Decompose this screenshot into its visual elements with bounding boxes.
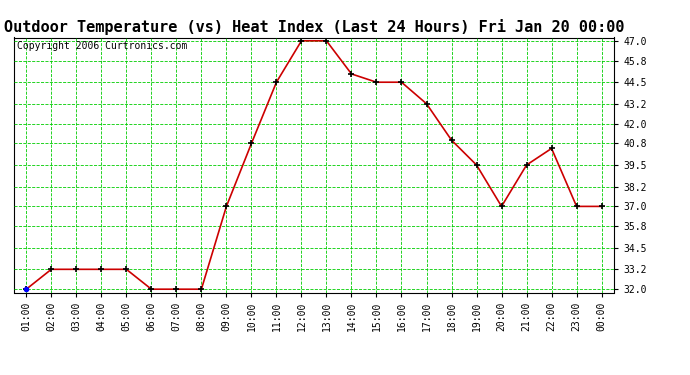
Title: Outdoor Temperature (vs) Heat Index (Last 24 Hours) Fri Jan 20 00:00: Outdoor Temperature (vs) Heat Index (Las… <box>3 19 624 35</box>
Text: Copyright 2006 Curtronics.com: Copyright 2006 Curtronics.com <box>17 41 187 51</box>
